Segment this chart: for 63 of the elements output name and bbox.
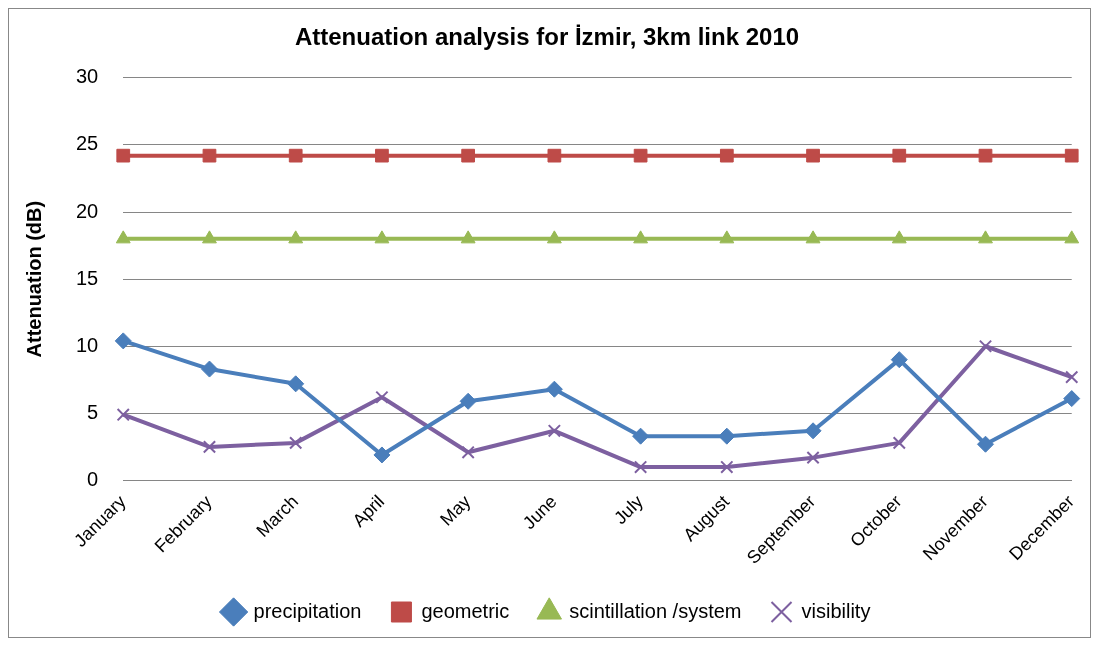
point [114,332,132,350]
point [460,230,476,244]
point [202,148,217,163]
y-tick-label: 30 [76,65,99,88]
y-tick-label: 20 [76,199,99,222]
point [892,436,906,450]
point [978,148,993,163]
point [545,380,563,398]
point [459,392,477,410]
point [288,148,303,163]
point [892,148,907,163]
point [115,230,131,244]
y-tick-label: 5 [87,400,99,423]
point [116,148,131,163]
point [461,445,475,459]
point [719,230,735,244]
point [375,148,389,163]
point [289,436,303,450]
point [116,408,130,422]
legend-label: visibility [801,599,871,622]
point [374,230,390,244]
point [375,390,389,404]
y-tick-label: 25 [76,132,99,155]
y-axis-title: Attenuation (dB) [22,200,45,358]
point [977,435,994,453]
y-tick-label: 10 [76,333,99,356]
chart-title: Attenuation analysis for İzmir, 3km link 2010 [294,23,800,51]
point [200,360,218,378]
point [287,375,305,393]
point [1065,370,1079,384]
point [633,460,648,474]
y-tick-label: 15 [76,266,99,289]
x-tick-label: July [610,491,647,529]
point [720,460,734,474]
point [718,427,736,445]
legend-label: geometric [421,599,510,622]
point [804,422,822,440]
x-tick-label: May [436,491,475,530]
point [547,148,562,163]
point [890,351,908,369]
point [546,230,562,244]
point [891,230,907,244]
point [633,148,648,163]
point [202,230,217,244]
point [806,148,820,163]
point [805,230,821,244]
legend-label: precipitation [253,599,362,622]
point [547,424,562,438]
point [1064,148,1079,163]
point [461,148,476,163]
point [373,446,391,464]
point [633,230,649,244]
point [202,440,217,454]
point [1063,390,1081,408]
point [719,148,734,163]
point [632,427,650,445]
point [806,450,820,465]
legend-label: scintillation /system [569,599,742,622]
point [1064,230,1080,244]
y-tick-label: 0 [87,467,99,490]
point [978,230,993,244]
point [288,230,304,244]
point [978,339,993,353]
